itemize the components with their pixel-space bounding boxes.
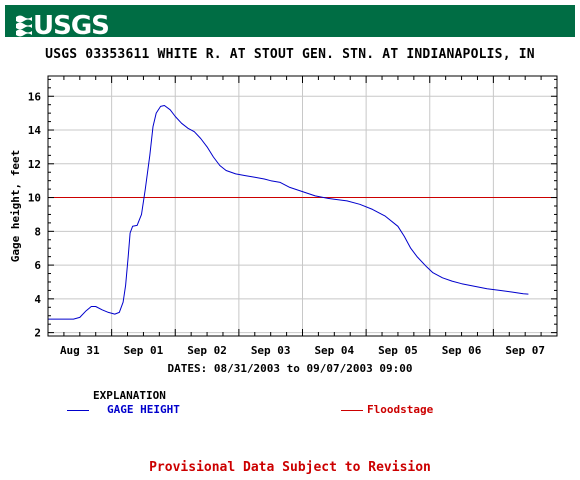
x-tick-label: Sep 05 [378,344,418,357]
x-tick-label: Aug 31 [60,344,100,357]
y-tick-label: 2 [34,327,41,340]
y-axis-label: Gage height, feet [9,150,22,263]
x-tick-label: Sep 07 [505,344,545,357]
y-tick-label: 10 [28,192,41,205]
tick-labels: 2 4 6 8 10 12 14 16 Aug 31 Sep 01 Sep 02 Sep 03 Sep … [28,90,545,357]
chart-title: USGS 03353611 WHITE R. AT STOUT GEN. STN… [45,47,535,62]
series-layer [48,105,529,320]
usgs-banner: USGS [5,5,575,41]
x-tick-label: Sep 04 [314,344,354,357]
y-tick-label: 8 [34,225,41,238]
y-tick-label: 6 [34,259,41,272]
gage-height-line [48,105,529,320]
usgs-logo-text: USGS [33,11,110,41]
y-tick-label: 4 [34,293,41,306]
y-tick-label: 16 [28,90,42,103]
y-tick-label: 12 [28,158,41,171]
legend-gage-height-line [67,410,89,411]
legend-floodstage-line [341,410,363,411]
usgs-wave-icon [16,15,32,37]
x-axis-dates-caption: DATES: 08/31/2003 to 09/07/2003 09:00 [167,362,413,375]
y-tick-label: 14 [28,124,42,137]
provisional-notice: Provisional Data Subject to Revision [149,460,431,475]
x-tick-label: Sep 03 [251,344,291,357]
legend-heading: EXPLANATION [93,389,166,402]
x-tick-label: Sep 06 [442,344,482,357]
x-tick-label: Sep 01 [124,344,164,357]
legend-floodstage-label: Floodstage [367,403,434,416]
x-tick-label: Sep 02 [187,344,227,357]
axis-ticks [47,76,558,336]
legend-gage-height-label: GAGE HEIGHT [107,403,180,416]
